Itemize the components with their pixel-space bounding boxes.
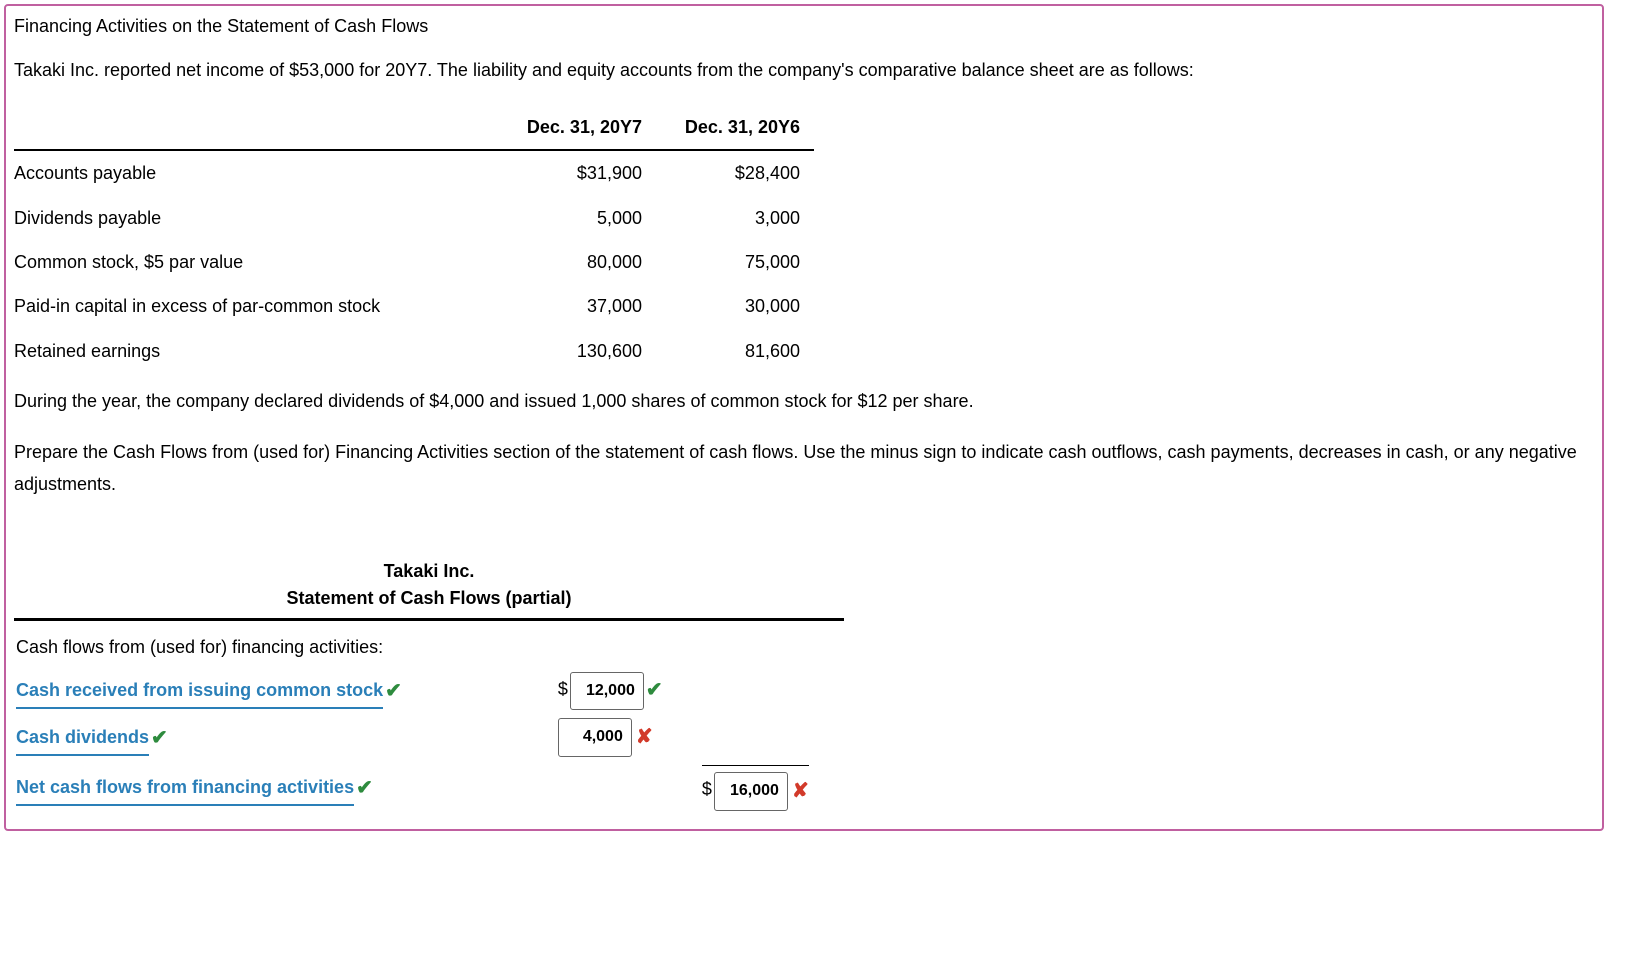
amount-col-1 [556, 761, 700, 815]
amount-col-2: $16,000✘ [700, 761, 844, 815]
row-label: Accounts payable [14, 150, 498, 195]
x-icon: ✘ [636, 719, 653, 755]
section-heading: Cash flows from (used for) financing act… [14, 627, 844, 667]
balance-sheet-table: Dec. 31, 20Y7 Dec. 31, 20Y6 Accounts pay… [14, 105, 814, 373]
check-icon: ✔ [385, 673, 402, 709]
row-label: Common stock, $5 par value [14, 240, 498, 284]
question-title: Financing Activities on the Statement of… [14, 10, 1594, 42]
amount-col-2 [700, 714, 844, 761]
statement-title: Statement of Cash Flows (partial) [14, 585, 844, 612]
item-dropdown[interactable]: Cash dividends [16, 721, 149, 756]
intro-paragraph: Takaki Inc. reported net income of $53,0… [14, 54, 1594, 86]
instructions-paragraph: Prepare the Cash Flows from (used for) F… [14, 436, 1594, 501]
row-y6: 30,000 [656, 284, 814, 328]
row-y7: 80,000 [498, 240, 656, 284]
cashflow-row: Net cash flows from financing activities… [14, 761, 844, 815]
row-label-cell: Net cash flows from financing activities… [14, 761, 556, 815]
cashflow-row: Cash received from issuing common stock✔… [14, 668, 844, 715]
check-icon: ✔ [151, 720, 168, 756]
check-icon: ✔ [356, 770, 373, 806]
row-label: Retained earnings [14, 329, 498, 373]
dollar-sign: $ [558, 673, 568, 705]
amount-col-2 [700, 668, 844, 715]
row-y6: $28,400 [656, 150, 814, 195]
table-row: Dividends payable5,0003,000 [14, 196, 814, 240]
question-frame: Financing Activities on the Statement of… [4, 4, 1604, 831]
row-y7: 37,000 [498, 284, 656, 328]
amount-input[interactable]: 4,000 [558, 718, 632, 757]
row-y6: 75,000 [656, 240, 814, 284]
cashflow-row: Cash dividends✔4,000✘ [14, 714, 844, 761]
amount-input[interactable]: 16,000 [714, 772, 788, 811]
row-label: Paid-in capital in excess of par-common … [14, 284, 498, 328]
row-y6: 81,600 [656, 329, 814, 373]
amount-col-1: 4,000✘ [556, 714, 700, 761]
table-row: Paid-in capital in excess of par-common … [14, 284, 814, 328]
table-row: Retained earnings130,60081,600 [14, 329, 814, 373]
row-y7: 5,000 [498, 196, 656, 240]
company-name: Takaki Inc. [14, 558, 844, 585]
table-row: Accounts payable$31,900$28,400 [14, 150, 814, 195]
mid-paragraph: During the year, the company declared di… [14, 385, 1594, 417]
table-header-y6: Dec. 31, 20Y6 [656, 105, 814, 150]
dollar-sign: $ [702, 773, 712, 805]
table-header-blank [14, 105, 498, 150]
amount-input[interactable]: 12,000 [570, 672, 644, 711]
row-y7: 130,600 [498, 329, 656, 373]
amount-col-1: $12,000✔ [556, 668, 700, 715]
row-y7: $31,900 [498, 150, 656, 195]
row-label-cell: Cash received from issuing common stock✔ [14, 668, 556, 715]
item-dropdown[interactable]: Net cash flows from financing activities [16, 771, 354, 806]
row-label: Dividends payable [14, 196, 498, 240]
item-dropdown[interactable]: Cash received from issuing common stock [16, 674, 383, 709]
cashflow-statement: Takaki Inc. Statement of Cash Flows (par… [14, 558, 844, 815]
table-row: Common stock, $5 par value80,00075,000 [14, 240, 814, 284]
row-y6: 3,000 [656, 196, 814, 240]
x-icon: ✘ [792, 773, 809, 809]
table-header-y7: Dec. 31, 20Y7 [498, 105, 656, 150]
check-icon: ✔ [646, 672, 663, 708]
row-label-cell: Cash dividends✔ [14, 714, 556, 761]
cashflow-header: Takaki Inc. Statement of Cash Flows (par… [14, 558, 844, 618]
cashflow-table: Cash flows from (used for) financing act… [14, 627, 844, 815]
